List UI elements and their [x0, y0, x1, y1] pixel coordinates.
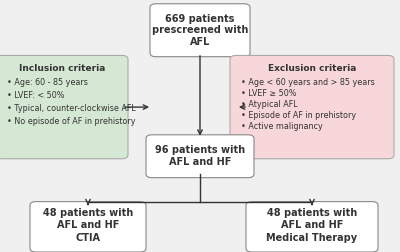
- FancyBboxPatch shape: [150, 4, 250, 57]
- Text: 669 patients
prescreened with
AFL: 669 patients prescreened with AFL: [152, 14, 248, 47]
- Text: 48 patients with
AFL and HF: 48 patients with AFL and HF: [43, 208, 133, 230]
- Text: Medical Therapy: Medical Therapy: [266, 233, 358, 243]
- Text: • Age: 60 - 85 years: • Age: 60 - 85 years: [7, 78, 88, 87]
- FancyBboxPatch shape: [230, 55, 394, 159]
- Text: Exclusion criteria: Exclusion criteria: [268, 64, 356, 73]
- FancyBboxPatch shape: [246, 202, 378, 252]
- Text: • Active malignancy: • Active malignancy: [241, 122, 322, 131]
- FancyBboxPatch shape: [146, 135, 254, 178]
- Text: • Atypical AFL: • Atypical AFL: [241, 100, 298, 109]
- Text: Inclusion criteria: Inclusion criteria: [19, 64, 105, 73]
- Text: • LVEF: < 50%: • LVEF: < 50%: [7, 91, 64, 100]
- Text: 96 patients with
AFL and HF: 96 patients with AFL and HF: [155, 145, 245, 167]
- Text: • Typical, counter-clockwise AFL: • Typical, counter-clockwise AFL: [7, 104, 136, 113]
- Text: • Episode of AF in prehistory: • Episode of AF in prehistory: [241, 111, 356, 120]
- Text: • Age < 60 years and > 85 years: • Age < 60 years and > 85 years: [241, 78, 374, 87]
- FancyBboxPatch shape: [30, 202, 146, 252]
- Text: • No episode of AF in prehistory: • No episode of AF in prehistory: [7, 117, 135, 126]
- Text: CTIA: CTIA: [76, 233, 100, 243]
- Text: • LVEF ≥ 50%: • LVEF ≥ 50%: [241, 89, 296, 98]
- Text: 48 patients with
AFL and HF: 48 patients with AFL and HF: [267, 208, 357, 230]
- FancyBboxPatch shape: [0, 55, 128, 159]
